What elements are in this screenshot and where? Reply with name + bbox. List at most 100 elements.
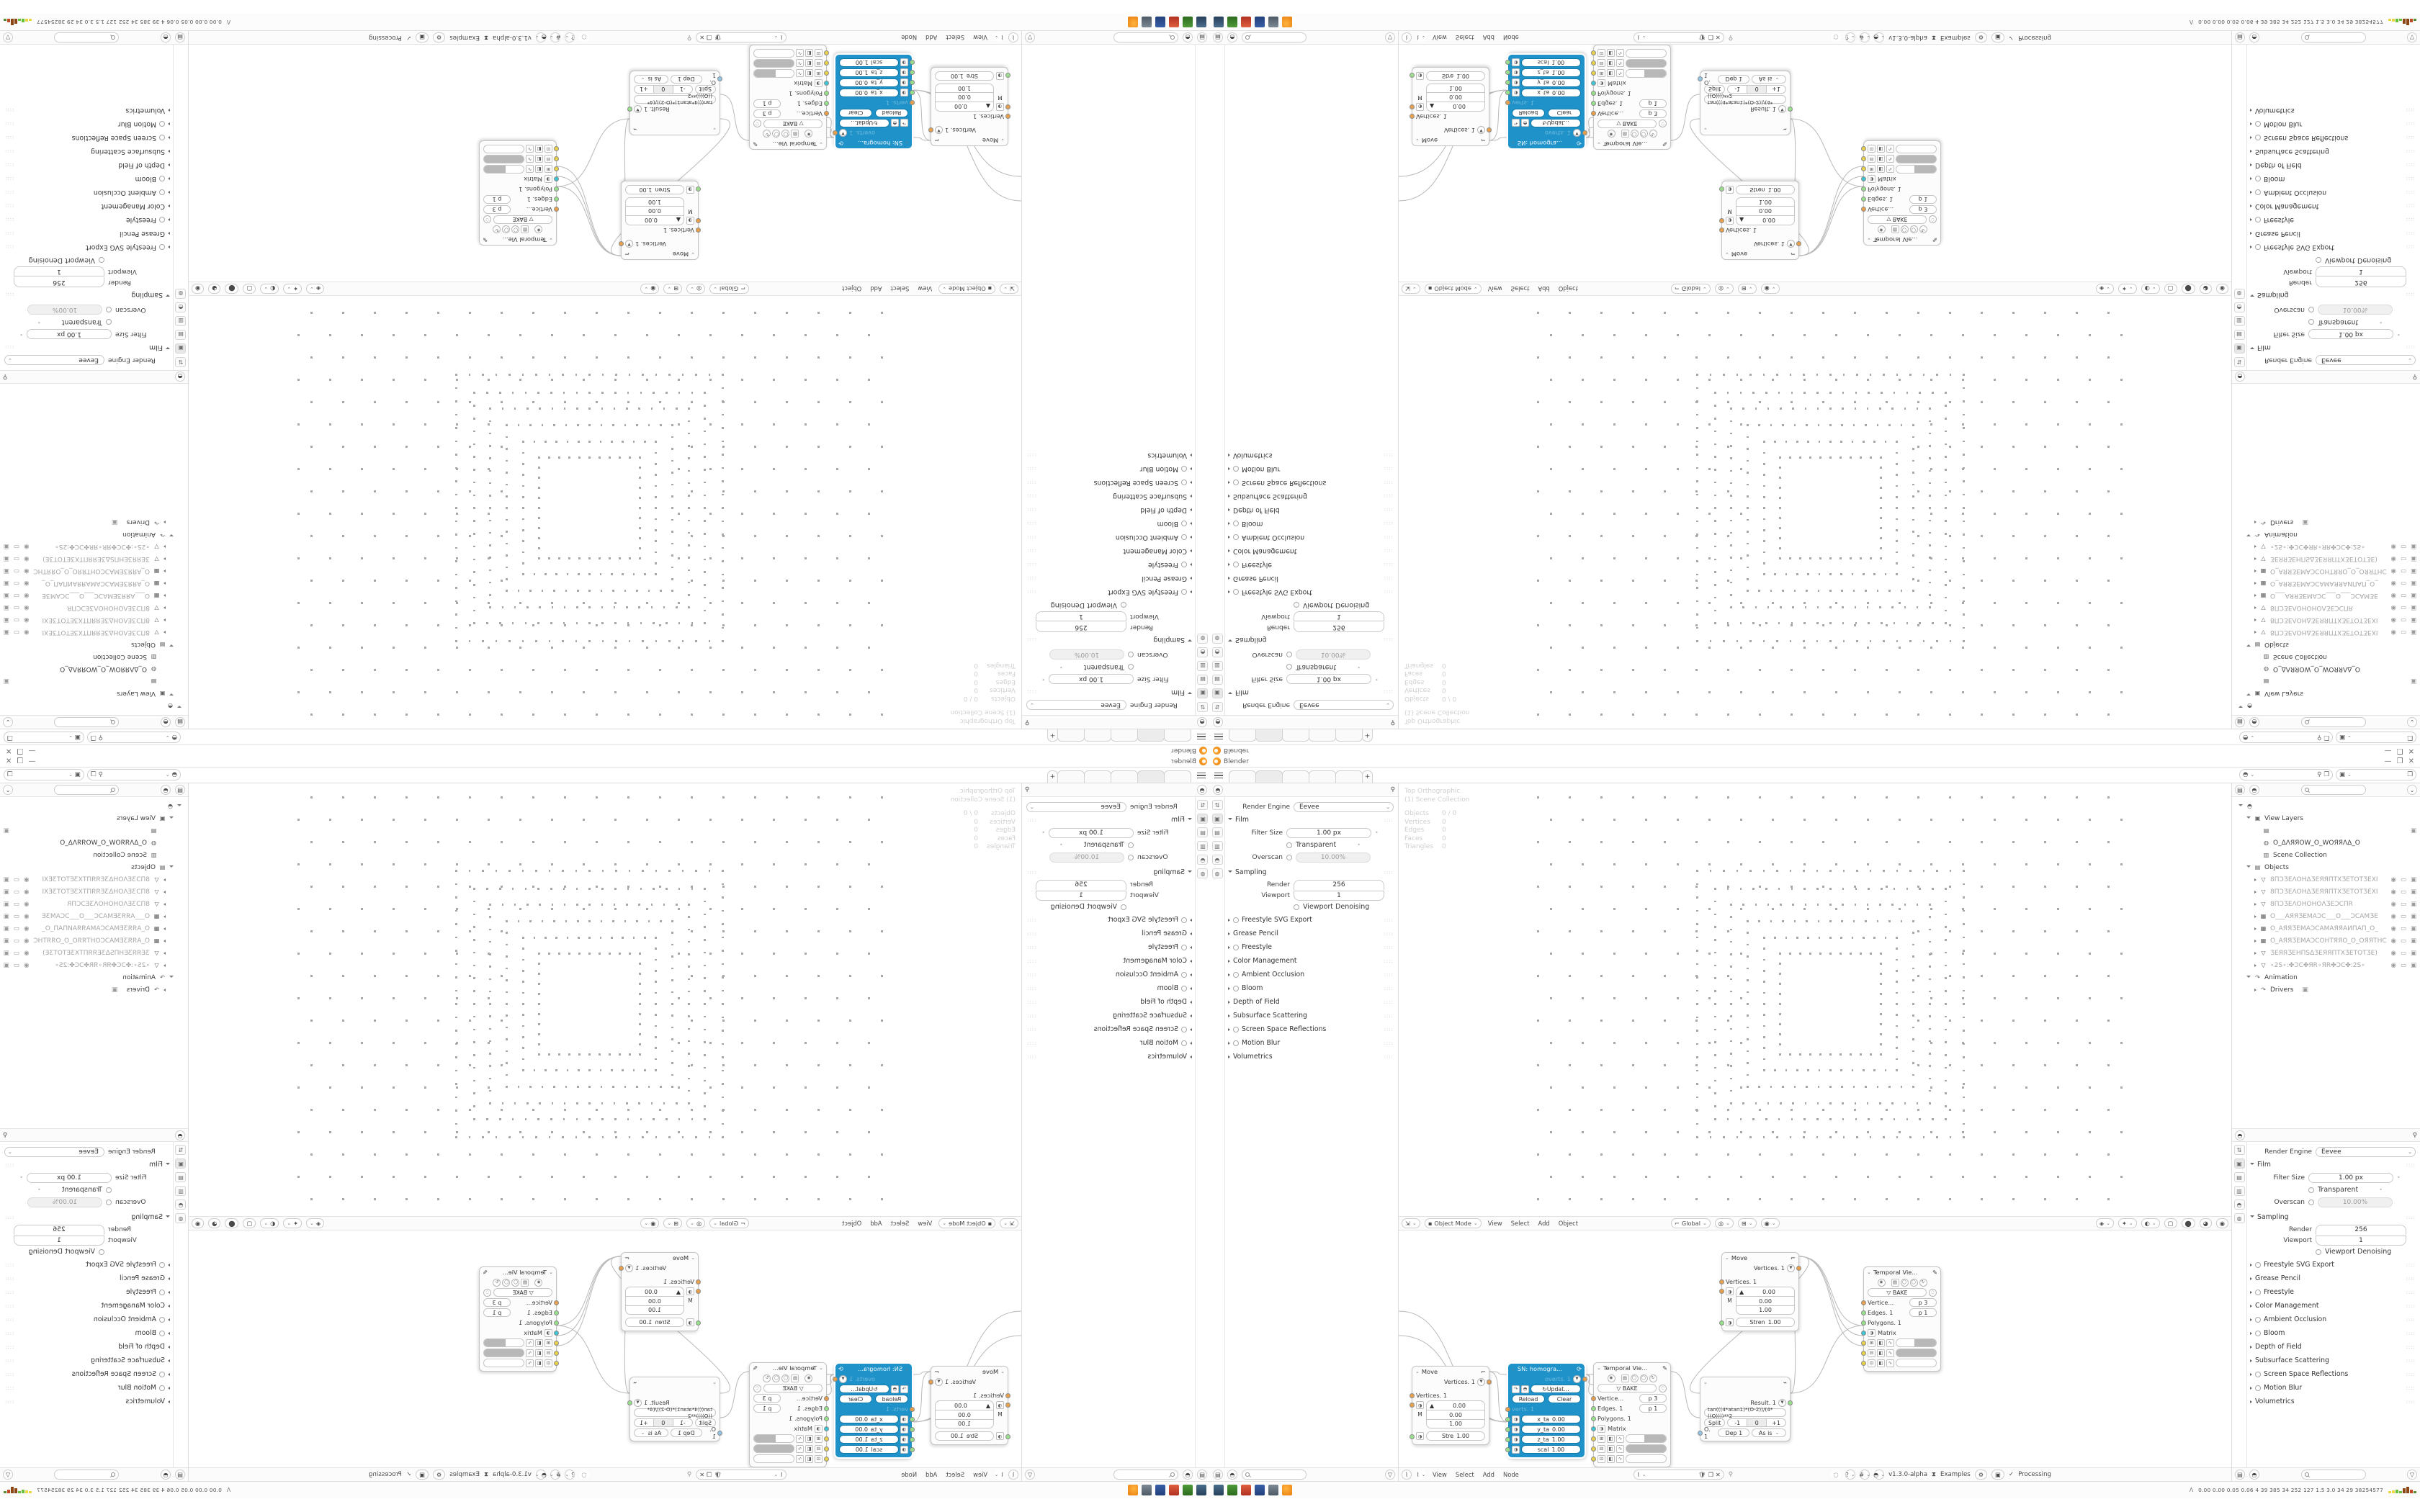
filter-size-field[interactable]: 1.00 px — [1049, 674, 1134, 685]
node-socket[interactable] — [1591, 1446, 1596, 1452]
tab-scene-icon[interactable]: ◓ — [175, 302, 187, 312]
menu-hamburger-icon[interactable] — [1214, 770, 1224, 780]
outliner-row[interactable]: ▤ Objects — [2236, 861, 2416, 873]
link-icon[interactable]: ◑ — [996, 1432, 1004, 1440]
chevron-down-icon[interactable]: ▼ — [935, 126, 943, 135]
camera-icon[interactable]: ▣ — [2410, 629, 2416, 636]
outliner-row[interactable]: ↷ Animation — [2236, 971, 2416, 984]
section-checkbox[interactable] — [1181, 466, 1187, 472]
sverchok-icon[interactable]: ◓ — [891, 119, 899, 127]
node-socket[interactable] — [1861, 1331, 1866, 1336]
outliner-row[interactable]: ▽ 8ПƆƷΕΛOHΔƷΕЯЯПTXƷETOTƷEXI ◉ ▭ ▣ — [2236, 614, 2416, 626]
transform-orientation-selector[interactable]: ⌐ Global ⌄ — [709, 284, 750, 294]
collapsed-section-motion-blur[interactable]: Motion Blur:::: — [4, 117, 170, 131]
sverchok-script-icon[interactable]: ⚙ — [432, 32, 446, 42]
node-header[interactable]: ⌄ Temporal Vie... ✎ — [1864, 1267, 1940, 1277]
vector-x-field[interactable]: ▲ 0.00 — [935, 1400, 994, 1410]
eye-icon[interactable]: ◉ — [2390, 543, 2396, 551]
node-socket[interactable] — [1591, 1416, 1596, 1421]
copy-icon[interactable]: ❐ — [1708, 34, 1713, 41]
tray-app-icon[interactable] — [1214, 1485, 1224, 1495]
workspace-tab[interactable] — [1164, 770, 1191, 783]
section-checkbox[interactable] — [1233, 466, 1239, 472]
param-field[interactable]: z_ta 1.00 — [839, 1434, 899, 1444]
outliner-row[interactable]: ▽ ƷEЯЯƷEHПSΔƷEЯЯПTXƷETOTƷE) ◉ ▭ ▣ — [4, 553, 184, 565]
vector-z-field[interactable]: 1.00 — [1736, 197, 1795, 207]
node-socket[interactable] — [1505, 1447, 1510, 1452]
chevron-down-icon[interactable] — [2246, 692, 2251, 696]
node-temporal-viewer-bottom[interactable]: ⌄ Temporal Vie... ✎ ◉ ▤ ◯ ◯ ↻ ▽ BAKE ◌ Vertice... p… — [749, 45, 829, 150]
workspace-tab-active[interactable] — [1255, 770, 1283, 783]
node-formula-node[interactable]: ⌄ ⌁ Result. 1 ▼ tan(((4*atan1)*(O-2))/(4*((O… — [1698, 71, 1793, 135]
eye-icon[interactable]: ◉ — [2390, 555, 2396, 563]
edit-pencil-icon[interactable]: ✎ — [483, 236, 488, 243]
monitor-icon[interactable]: ▭ — [2400, 949, 2406, 957]
chevron-down-icon[interactable]: ⌄ — [1725, 1255, 1729, 1261]
vector-y-field[interactable]: 0.00 — [625, 207, 684, 216]
node-tree-selector[interactable]: ⌇ ⌄ 🛡 ❐ ✕ — [1633, 32, 1724, 42]
editor-type-icon[interactable]: ▤ — [2235, 32, 2245, 42]
node-socket[interactable] — [1505, 60, 1510, 65]
material-icon[interactable]: ◧ — [1607, 59, 1615, 68]
eye-icon[interactable]: ◉ — [24, 543, 30, 551]
close-icon[interactable]: ✕ — [699, 34, 705, 41]
vector-y-field[interactable]: 0.00 — [1426, 1410, 1485, 1419]
tray-blender-icon[interactable] — [1128, 1485, 1138, 1495]
node-socket[interactable] — [824, 101, 829, 106]
param-field[interactable]: x_ta 0.00 — [839, 88, 899, 98]
node-socket[interactable] — [824, 1416, 829, 1421]
editor-type-icon[interactable]: ◓ — [175, 1130, 185, 1140]
node-socket[interactable] — [1698, 76, 1703, 81]
animate-dot-icon[interactable]: • — [2379, 319, 2383, 325]
param-field[interactable]: z_ta 1.00 — [1521, 68, 1581, 78]
slot-icon[interactable]: ⊡ — [1868, 1359, 1876, 1367]
node-socket[interactable] — [554, 176, 559, 181]
chevron-right-icon[interactable] — [163, 594, 166, 598]
link-icon[interactable]: ◑ — [1512, 1415, 1520, 1423]
node-socket[interactable] — [1591, 50, 1596, 55]
material-icon[interactable]: ◧ — [1607, 1444, 1615, 1453]
tab-scene-icon[interactable]: ◓ — [1211, 855, 1223, 865]
chevron-down-icon[interactable]: ⌄ — [691, 1255, 695, 1261]
pin-icon[interactable]: ⚲ — [1390, 786, 1395, 793]
maximize-icon[interactable]: ❐ — [17, 757, 24, 765]
overscan-checkbox[interactable] — [1286, 652, 1292, 658]
outliner-row[interactable]: ▽ 8ПƆƷΕΛOHΔƷΕЯЯПTXƷETOTƷEXI ◉ ▭ ▣ — [2236, 626, 2416, 639]
camera-icon[interactable]: ▣ — [2410, 876, 2416, 883]
sverchok-console-icon[interactable]: ▣ — [416, 1470, 429, 1480]
strength-field[interactable]: Stren 1.00 — [1736, 1318, 1795, 1327]
collapsed-section-freestyle[interactable]: Freestyle:::: — [4, 213, 170, 227]
asis-select[interactable]: As is ⌄ — [1752, 1428, 1786, 1438]
sverchok-console-icon[interactable]: ▣ — [1991, 32, 2004, 42]
tab-tool-icon[interactable]: ⇅ — [175, 1145, 187, 1155]
viewport-denoising-checkbox[interactable] — [2316, 1248, 2321, 1255]
material-icon[interactable]: ◧ — [1877, 145, 1885, 153]
monitor-icon[interactable]: ▭ — [2400, 924, 2406, 932]
tab-scene-icon[interactable]: ◓ — [1211, 647, 1223, 657]
collapsed-section-color-management[interactable]: Color Management:::: — [1026, 544, 1192, 558]
editor-type-icon[interactable]: ⌇ — [1008, 1470, 1018, 1480]
tray-app-icon[interactable] — [1255, 1485, 1265, 1495]
tray-app-icon[interactable] — [1183, 17, 1193, 27]
camera-icon[interactable]: ▣ — [2410, 961, 2416, 969]
filter-icon[interactable]: ◓ — [1183, 32, 1193, 42]
outliner-row[interactable]: ▣ View Layers — [2236, 812, 2416, 824]
camera-icon[interactable]: ▣ — [4, 937, 10, 945]
tab-tool-icon[interactable]: ⇅ — [2233, 1145, 2245, 1155]
animate-dot-icon[interactable]: • — [1041, 676, 1045, 683]
outliner-row[interactable]: ▣ View Layers — [2236, 688, 2416, 700]
outliner-filter-icon[interactable]: ⌄ — [2407, 785, 2417, 795]
sampling-render-field[interactable]: 256 — [1036, 879, 1126, 890]
section-checkbox[interactable] — [159, 189, 165, 196]
section-checkbox[interactable] — [1233, 985, 1239, 991]
outliner-row[interactable]: ▤ Objects — [2236, 639, 2416, 651]
viewport-overlays-icon[interactable]: ✦ ⌄ — [283, 284, 302, 294]
node-socket[interactable] — [1582, 1377, 1587, 1382]
node-move-top[interactable]: ⌄ Move ⌐ Vertices. 1 ▼ Vertices. 1 ◑ ▲ 0.00 M 0.00… — [1719, 181, 1801, 260]
curve-icon[interactable]: ∿ — [1616, 59, 1624, 68]
node-socket[interactable] — [554, 146, 559, 151]
node-menu-node[interactable]: Node — [1502, 1471, 1519, 1478]
curve-icon[interactable]: ∿ — [796, 1444, 804, 1453]
bake-button[interactable]: ▽ BAKE — [493, 215, 552, 225]
material-icon[interactable]: ◧ — [1877, 1349, 1885, 1357]
